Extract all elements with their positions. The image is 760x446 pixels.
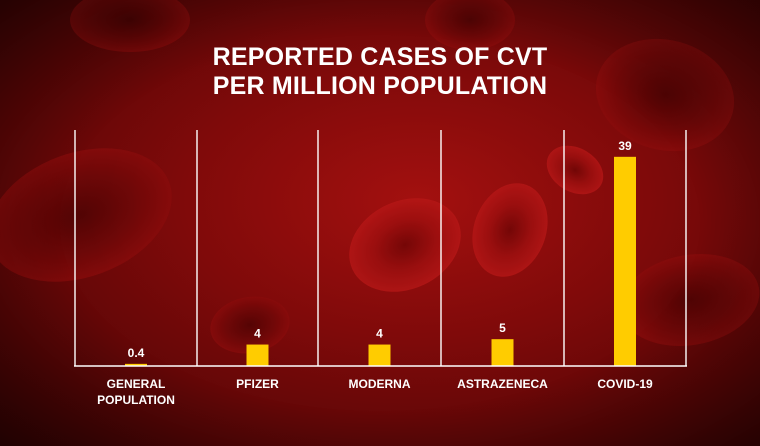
category-label-4: COVID-19	[597, 377, 653, 391]
chart-title-line-2: PER MILLION POPULATION	[212, 72, 548, 100]
category-label-1: PFIZER	[236, 377, 279, 391]
value-label-1: 4	[254, 327, 261, 341]
value-label-0: 0.4	[128, 346, 145, 360]
bar-0	[125, 363, 147, 366]
chart-title-line-1: REPORTED CASES OF CVT	[212, 43, 548, 71]
category-label-0-line-0: GENERAL	[107, 377, 166, 391]
value-label-3: 5	[499, 321, 506, 335]
category-label-3: ASTRAZENECA	[457, 377, 548, 391]
value-label-4: 39	[618, 139, 632, 153]
bar-2	[368, 344, 391, 366]
category-label-2: MODERNA	[349, 377, 411, 391]
bar-4	[614, 156, 636, 366]
bar-3	[491, 339, 514, 366]
category-label-0-line-1: POPULATION	[97, 393, 175, 407]
bar-1	[246, 344, 269, 366]
value-label-2: 4	[376, 327, 383, 341]
